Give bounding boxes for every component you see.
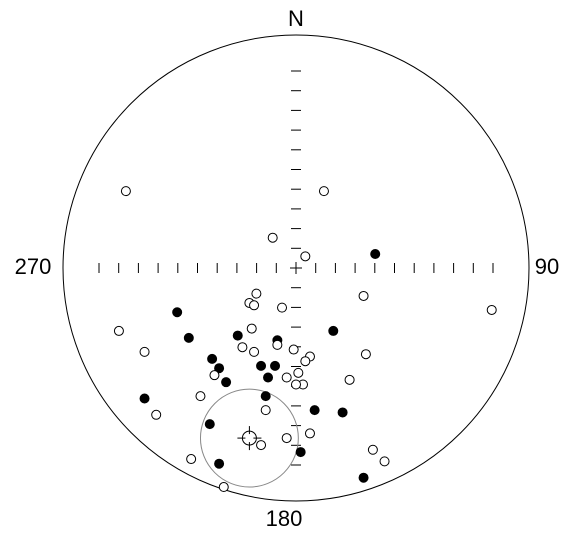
direction-point <box>270 360 281 371</box>
direction-point <box>209 370 220 381</box>
direction-point <box>186 454 197 465</box>
direction-point <box>318 186 329 197</box>
direction-point <box>251 288 262 299</box>
direction-point <box>328 325 339 336</box>
primitive-circle <box>62 34 530 502</box>
direction-point <box>249 346 260 357</box>
direction-point <box>139 393 150 404</box>
direction-point <box>172 307 183 318</box>
direction-point <box>295 447 306 458</box>
direction-point <box>281 433 292 444</box>
north-label: N <box>288 6 304 31</box>
direction-point <box>249 300 260 311</box>
direction-point <box>207 353 218 364</box>
direction-point <box>293 367 304 378</box>
direction-point <box>214 363 225 374</box>
direction-point <box>139 346 150 357</box>
west-label: 270 <box>15 254 52 279</box>
direction-point <box>309 405 320 416</box>
direction-point <box>370 249 381 260</box>
direction-point <box>288 344 299 355</box>
direction-point <box>183 332 194 343</box>
direction-point <box>221 377 232 388</box>
direction-point <box>300 251 311 262</box>
direction-point <box>195 391 206 402</box>
direction-point <box>256 360 267 371</box>
direction-point <box>367 444 378 455</box>
direction-point <box>260 405 271 416</box>
confidence-circle <box>199 388 299 488</box>
direction-point <box>337 407 348 418</box>
direction-point <box>360 349 371 360</box>
direction-point <box>486 304 497 315</box>
direction-point <box>232 330 243 341</box>
direction-point <box>246 323 257 334</box>
direction-point <box>277 302 288 313</box>
direction-point <box>281 372 292 383</box>
direction-point <box>113 325 124 336</box>
direction-point <box>272 339 283 350</box>
direction-point <box>256 440 267 451</box>
direction-point <box>300 356 311 367</box>
east-label: 90 <box>535 254 559 279</box>
direction-point <box>304 428 315 439</box>
direction-point <box>214 458 225 469</box>
direction-point <box>237 342 248 353</box>
south-label: 180 <box>266 506 303 531</box>
direction-point <box>344 374 355 385</box>
direction-point <box>358 290 369 301</box>
direction-point <box>267 232 278 243</box>
direction-point <box>204 419 215 430</box>
direction-point <box>151 409 162 420</box>
direction-point <box>358 472 369 483</box>
direction-point <box>120 186 131 197</box>
direction-point <box>260 391 271 402</box>
direction-point <box>263 372 274 383</box>
direction-point <box>291 379 301 390</box>
direction-point <box>218 482 229 493</box>
direction-point <box>379 456 390 467</box>
